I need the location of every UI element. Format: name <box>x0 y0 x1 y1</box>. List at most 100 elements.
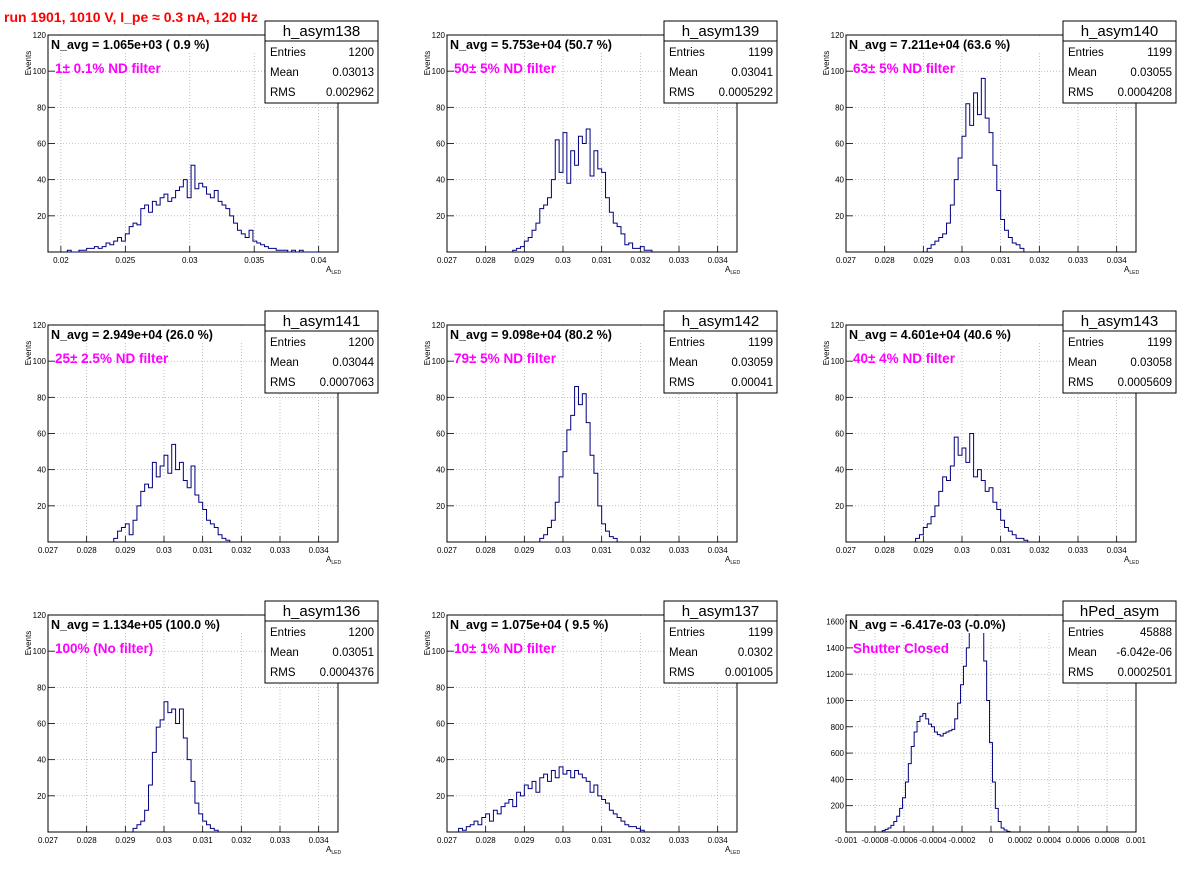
stats-value: 1200 <box>348 47 374 59</box>
y-axis-label: Events <box>423 631 432 655</box>
histogram-hPed_asym: -0.001 -0.0008 -0.0006 -0.0004 -0.0002 0 0.000… <box>826 600 1177 845</box>
nbar-background <box>49 326 264 343</box>
y-tick-label: 40 <box>37 176 46 185</box>
nbar-background <box>448 36 663 53</box>
y-tick-label: 1000 <box>826 696 844 705</box>
stats-value: 0.03044 <box>332 357 374 369</box>
x-axis-label: ALED <box>725 555 740 566</box>
nbar-background <box>448 616 663 633</box>
y-tick-label: 20 <box>436 212 445 221</box>
y-tick-label: 60 <box>436 140 445 149</box>
stats-value: 0.03059 <box>731 357 773 369</box>
x-tick-label: 0.034 <box>708 256 729 265</box>
stats-box <box>663 620 778 684</box>
stats-label: Entries <box>669 627 705 639</box>
histogram-h_asym137: 0.027 0.028 0.029 0.03 0.031 0.032 0.033 0.034 2… <box>423 600 778 856</box>
stats-value: 0.0002501 <box>1118 667 1172 679</box>
x-tick-label: -0.0002 <box>948 836 976 845</box>
histogram-name: h_asym139 <box>682 23 760 40</box>
y-tick-label: 200 <box>831 802 845 811</box>
histogram-bars <box>512 128 653 252</box>
x-tick-label: 0.001 <box>1126 836 1147 845</box>
x-tick-label: 0.027 <box>836 256 857 265</box>
x-tick-label: 0.028 <box>476 836 497 845</box>
filter-label: 79± 5% ND filter <box>454 351 557 366</box>
histogram-h_asym136: 0.027 0.028 0.029 0.03 0.031 0.032 0.033 0.034 2… <box>24 600 379 856</box>
histogram-h_asym140: 0.027 0.028 0.029 0.03 0.031 0.032 0.033 0.034 2… <box>822 20 1177 276</box>
y-tick-label: 20 <box>835 502 844 511</box>
histogram-name: h_asym138 <box>283 23 361 40</box>
x-tick-label: 0.0006 <box>1066 836 1091 845</box>
stats-value: 1199 <box>748 47 773 59</box>
y-axis-label: Events <box>822 51 831 75</box>
y-tick-label: 40 <box>436 756 445 765</box>
stats-label: Mean <box>669 647 698 659</box>
stats-value: 1199 <box>748 627 773 639</box>
x-axis-label: ALED <box>725 845 740 856</box>
x-axis-label: ALED <box>1124 555 1139 566</box>
y-tick-label: 20 <box>436 792 445 801</box>
y-tick-label: 40 <box>436 466 445 475</box>
x-tick-label: 0.028 <box>77 546 98 555</box>
navg-label: N_avg = 1.075e+04 ( 9.5 %) <box>450 618 608 632</box>
y-tick-label: 120 <box>831 321 845 330</box>
x-tick-label: 0.029 <box>514 256 535 265</box>
histogram-name: h_asym136 <box>283 603 361 620</box>
y-tick-label: 80 <box>835 103 844 112</box>
y-tick-label: 100 <box>33 67 47 76</box>
y-tick-label: 120 <box>33 31 47 40</box>
y-tick-label: 20 <box>436 502 445 511</box>
stats-box <box>1062 330 1177 394</box>
stats-label: Mean <box>1068 67 1097 79</box>
x-tick-label: 0.03 <box>954 256 970 265</box>
x-tick-label: -0.0006 <box>890 836 918 845</box>
stats-value: 45888 <box>1140 627 1172 639</box>
y-tick-label: 120 <box>831 31 845 40</box>
x-tick-label: 0.04 <box>311 256 327 265</box>
x-tick-label: 0.031 <box>193 836 214 845</box>
x-tick-label: 0.027 <box>38 836 59 845</box>
stats-box <box>1062 620 1177 684</box>
x-tick-label: 0 <box>989 836 994 845</box>
stats-value: 0.001005 <box>725 667 773 679</box>
x-tick-label: 0.034 <box>1107 256 1128 265</box>
x-tick-label: 0.03 <box>555 256 571 265</box>
nbar-background <box>847 326 1062 343</box>
y-tick-label: 100 <box>432 357 446 366</box>
y-tick-label: 40 <box>835 466 844 475</box>
x-tick-label: 0.03 <box>182 256 198 265</box>
stats-value: 0.03041 <box>731 67 773 79</box>
stats-label: Mean <box>669 67 698 79</box>
stats-box <box>264 620 379 684</box>
x-axis-label: ALED <box>326 845 341 856</box>
x-tick-label: 0.02 <box>53 256 69 265</box>
nbar-background <box>49 36 264 53</box>
stats-label: Entries <box>270 337 306 349</box>
x-tick-label: 0.028 <box>77 836 98 845</box>
stats-label: RMS <box>270 377 296 389</box>
y-tick-label: 1200 <box>826 670 844 679</box>
stats-label: Mean <box>270 67 299 79</box>
histogram-name: h_asym142 <box>682 313 760 330</box>
x-tick-label: 0.032 <box>1029 546 1050 555</box>
x-tick-label: 0.034 <box>309 546 330 555</box>
x-axis-label: ALED <box>1124 265 1139 276</box>
stats-label: RMS <box>669 667 695 679</box>
stats-label: Entries <box>1068 627 1104 639</box>
stats-box <box>264 330 379 394</box>
x-tick-label: 0.033 <box>669 256 690 265</box>
histogram-bars <box>881 615 1011 832</box>
nbar-background <box>49 616 264 633</box>
x-tick-label: 0.03 <box>555 546 571 555</box>
x-tick-label: 0.035 <box>244 256 265 265</box>
y-tick-label: 20 <box>37 792 46 801</box>
x-tick-label: 0.031 <box>991 546 1012 555</box>
stats-label: RMS <box>1068 667 1094 679</box>
stats-value: 1200 <box>348 337 374 349</box>
y-tick-label: 120 <box>432 611 446 620</box>
x-tick-label: 0.03 <box>555 836 571 845</box>
stats-label: Entries <box>669 337 705 349</box>
stats-label: Mean <box>1068 357 1097 369</box>
navg-label: N_avg = 9.098e+04 (80.2 %) <box>450 328 612 342</box>
stats-box <box>663 40 778 104</box>
